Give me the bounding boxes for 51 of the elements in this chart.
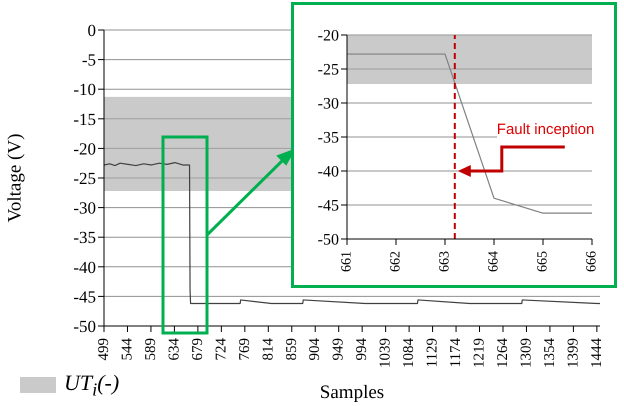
x-tick-label: 724 [213,338,230,360]
y-tick-label: -40 [73,258,96,277]
y-tick-label: -45 [318,198,339,215]
y-tick-label: -25 [318,62,339,79]
x-tick-label: 949 [330,338,347,360]
x-axis-title: Samples [320,382,384,403]
y-tick-label: -30 [318,96,339,113]
x-tick-label: 814 [260,338,276,360]
y-tick-label: -40 [318,164,339,181]
line-series [104,162,600,304]
y-tick-label: -35 [318,130,339,147]
x-tick-label: 859 [284,338,300,360]
y-tick-label: -25 [73,169,96,188]
x-tick-label: 544 [119,338,136,360]
x-tick-label: 1174 [448,338,464,368]
x-tick-label: 589 [142,338,159,360]
x-tick-label: 769 [236,338,253,360]
x-tick-label: 664 [486,251,502,272]
x-tick-label: 661 [340,251,354,272]
y-tick-label: -10 [73,80,96,100]
x-tick-label: 1399 [565,338,582,368]
y-tick-label: -30 [73,198,96,218]
y-tick-label: -15 [73,110,96,129]
x-tick-label: 1309 [518,338,534,368]
x-tick-label: 662 [388,251,404,272]
y-tick-label: -5 [82,50,96,70]
x-tick-label: 904 [307,338,324,360]
x-tick-label: 1084 [401,338,418,368]
x-tick-label: 665 [536,251,550,272]
x-tick-label: 1219 [472,338,488,368]
y-tick-label: 0 [88,21,96,40]
y-tick-label: -50 [318,232,339,249]
annotation: Fault inception [496,121,594,138]
x-tick-label: 634 [166,338,182,360]
y-tick-label: -20 [73,139,96,158]
legend-label: UT$_{i}$(-) [64,370,120,400]
x-tick-label: 679 [190,338,206,360]
x-tick-label: 994 [354,338,370,360]
x-tick-label: 663 [438,251,452,272]
x-tick-label: 1264 [494,338,511,368]
x-tick-label: 1039 [378,338,394,368]
x-tick-label: 666 [584,251,600,272]
y-axis-title: Voltage (V) [4,134,26,222]
y-tick-label: -50 [73,317,96,336]
y-tick-label: -20 [318,28,339,45]
y-tick-label: -45 [73,287,96,306]
y-tick-label: -35 [73,228,96,248]
x-tick-label: 499 [96,338,112,360]
x-tick-label: 1444 [588,338,605,368]
x-tick-label: 1129 [424,338,441,368]
x-tick-label: 1354 [542,338,558,368]
